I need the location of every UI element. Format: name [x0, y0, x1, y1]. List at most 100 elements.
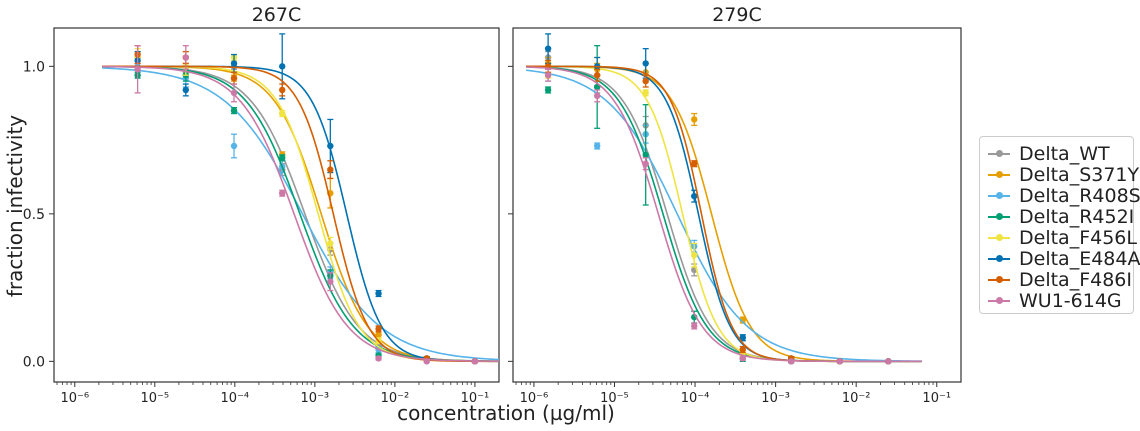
data-point [691, 251, 698, 259]
data-point [544, 72, 552, 79]
fit-curve [526, 65, 922, 363]
legend-label: Delta_R408S [1019, 185, 1140, 207]
y-tick-label: 0.0 [23, 354, 45, 370]
data-point [691, 192, 698, 200]
series-delta-f486i [102, 45, 499, 365]
legend-label: Delta_S371Y [1019, 164, 1140, 186]
legend-label: Delta_R452I [1019, 206, 1135, 228]
series-delta-r408s [102, 56, 500, 365]
legend-entry: Delta_F456L [988, 227, 1137, 249]
data-point [230, 107, 238, 114]
legend-swatch [988, 255, 1010, 262]
legend-entry: Delta_E484A [988, 248, 1140, 270]
x-tick-label: 10⁻¹ [922, 391, 951, 406]
data-point [593, 142, 601, 150]
legend-entry: Delta_R452I [988, 206, 1134, 228]
legend-entry: Delta_F486I [988, 269, 1132, 291]
series-wu1-614g [102, 45, 500, 365]
data-point [279, 86, 286, 94]
series-delta-s371y [526, 56, 922, 365]
data-point [134, 66, 141, 73]
data-point [739, 355, 746, 362]
fit-curve [526, 66, 922, 363]
x-tick-label: 10⁻² [842, 391, 871, 406]
data-point [544, 45, 552, 52]
data-point [691, 322, 698, 330]
data-point [691, 160, 698, 167]
series-delta-f456l [526, 56, 922, 365]
x-tick-label: 10⁻⁵ [600, 391, 629, 406]
series-delta-r452i [526, 45, 922, 365]
data-point [593, 72, 601, 79]
series-wu1-614g [526, 66, 922, 365]
series-delta-e484a [102, 33, 499, 365]
legend-swatch [988, 297, 1010, 304]
series-delta-r452i [102, 65, 500, 365]
panel-title: 267C [252, 4, 302, 26]
fit-curve [526, 65, 922, 363]
series-delta-f456l [102, 48, 500, 365]
y-tick-label: 1.0 [23, 59, 45, 75]
fit-curve [526, 65, 922, 363]
series-delta-r408s [526, 68, 922, 365]
plot-frame [512, 27, 962, 383]
data-point [327, 240, 334, 247]
fit-curve [102, 67, 500, 361]
series-delta-wt [102, 50, 500, 365]
data-point [593, 92, 601, 100]
x-tick-label: 10⁻⁶ [60, 391, 89, 406]
legend-entry: Delta_S371Y [988, 164, 1139, 186]
data-point [642, 151, 649, 159]
data-point [230, 142, 238, 150]
data-point [375, 325, 382, 333]
fit-curve [102, 65, 500, 362]
plot-frame [53, 27, 500, 383]
x-tick-label: 10⁻⁶ [520, 391, 549, 406]
legend: Delta_WT Delta_S371Y Delta_R408S Delta_R452… [979, 136, 1140, 314]
data-point [739, 346, 746, 353]
series-delta-e484a [526, 33, 922, 365]
x-tick-label: 10⁻⁴ [681, 391, 710, 406]
y-axis-label: fraction infectivity [3, 115, 27, 297]
data-point [230, 74, 238, 82]
series-delta-f486i [526, 59, 922, 365]
data-point [642, 60, 649, 67]
x-tick-label: 10⁻³ [761, 391, 790, 406]
x-tick-label: 10⁻³ [301, 391, 330, 406]
data-point [642, 89, 649, 97]
fit-curve [102, 65, 500, 363]
legend-swatch [988, 171, 1010, 178]
data-point [327, 278, 334, 285]
data-point [423, 358, 430, 365]
legend-label: Delta_F456L [1019, 227, 1137, 249]
legend-entry: Delta_R408S [988, 185, 1140, 207]
data-point [279, 110, 286, 117]
data-point [787, 358, 795, 365]
data-point [885, 358, 892, 365]
panel-title: 279C [712, 4, 762, 26]
data-point [739, 316, 746, 324]
legend-label: WU1-614G [1019, 290, 1122, 312]
series-delta-wt [526, 50, 922, 365]
data-point [471, 358, 479, 365]
data-point [739, 334, 746, 341]
data-point [182, 86, 190, 94]
data-point [182, 54, 190, 61]
legend-entry: Delta_WT [988, 143, 1110, 165]
data-point [230, 89, 238, 97]
x-tick-label: 10⁻¹ [461, 391, 490, 406]
legend-swatch [988, 276, 1010, 283]
series-delta-s371y [102, 50, 500, 365]
data-point [642, 160, 649, 167]
data-point [375, 331, 382, 338]
legend-label: Delta_E484A [1019, 248, 1140, 270]
fit-curve [526, 66, 922, 363]
data-point [279, 63, 286, 70]
x-tick-label: 10⁻⁵ [140, 391, 169, 406]
fit-curve [526, 66, 922, 363]
legend-swatch [988, 234, 1010, 241]
data-point [230, 60, 238, 67]
data-point [642, 77, 649, 85]
legend-label: Delta_WT [1019, 143, 1110, 165]
